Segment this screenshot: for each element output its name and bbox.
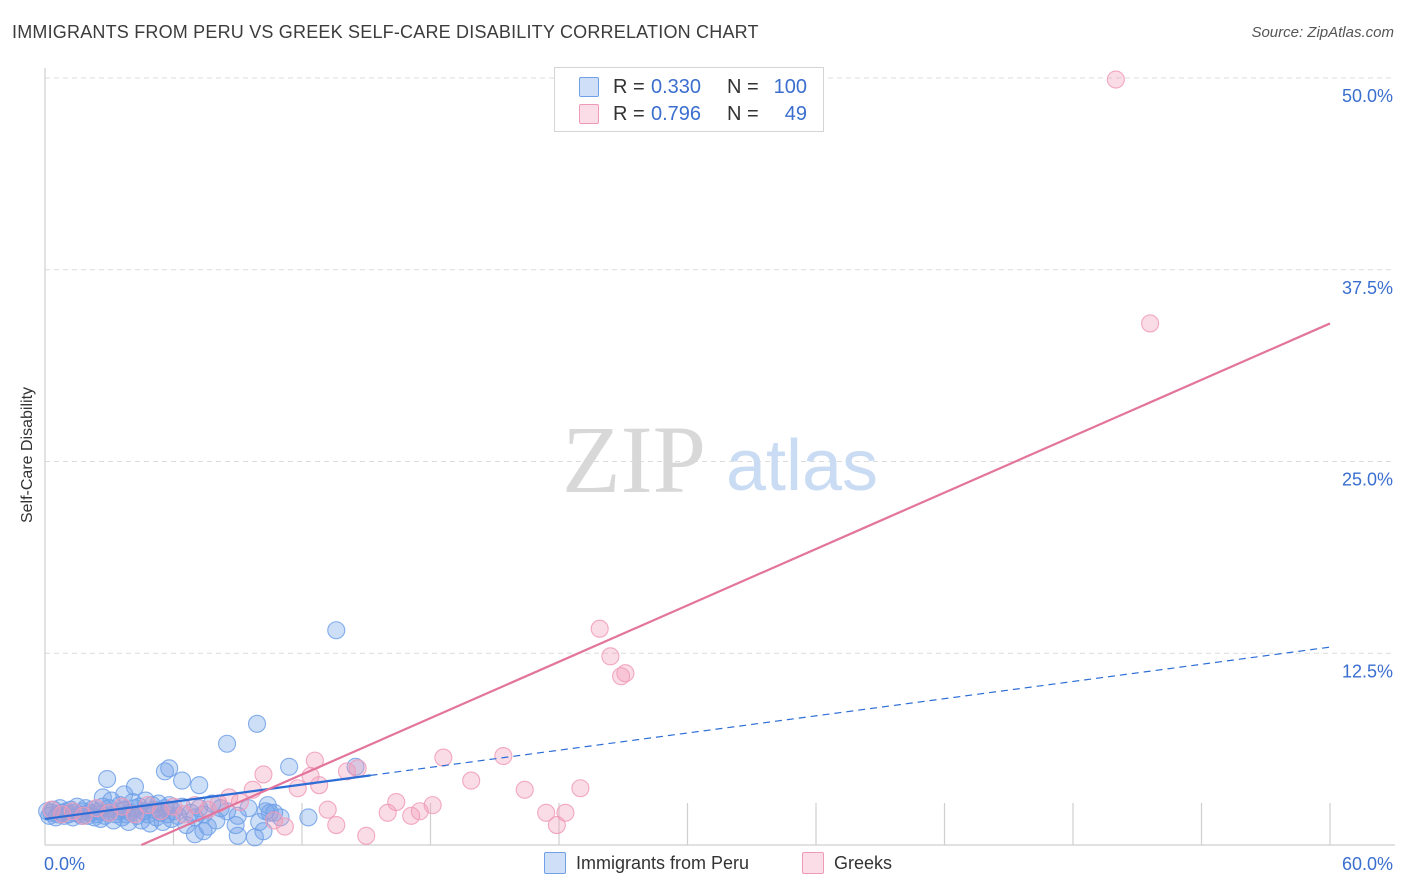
legend-label-peru: Immigrants from Peru	[576, 852, 750, 873]
y-tick-label: 25.0%	[1342, 470, 1393, 490]
data-point	[93, 788, 112, 807]
n-label: N =	[727, 75, 759, 98]
data-point	[190, 776, 209, 795]
data-point	[616, 664, 635, 683]
legend-label-greeks: Greeks	[834, 852, 893, 873]
stats-swatch-greeks	[579, 104, 599, 124]
data-point	[494, 746, 513, 766]
r-label: R =	[613, 75, 645, 98]
data-point	[601, 647, 620, 666]
data-point	[357, 826, 376, 845]
data-point	[462, 771, 481, 790]
data-point	[337, 762, 357, 781]
trend-lines	[44, 322, 1331, 847]
data-point	[327, 621, 346, 640]
data-point	[590, 619, 609, 638]
x-tick-label: 60.0%	[1342, 854, 1393, 874]
stats-box: R = 0.330 N = 100 R = 0.796 N = 49	[554, 67, 824, 132]
data-point	[194, 822, 213, 841]
trend-line-peru	[44, 774, 371, 821]
n-value: 49	[784, 102, 807, 125]
data-point	[1141, 314, 1160, 333]
data-point	[173, 771, 192, 790]
data-point	[1106, 70, 1125, 89]
source-credit: Source: ZipAtlas.com	[1251, 24, 1394, 41]
data-point	[125, 777, 144, 796]
data-point	[515, 780, 534, 799]
trend-line-peru-extended	[370, 646, 1331, 776]
gridlines	[45, 77, 1395, 654]
r-label: R =	[613, 102, 645, 125]
data-point	[571, 779, 590, 798]
data-point	[547, 816, 566, 835]
r-value: 0.796	[651, 102, 702, 125]
data-point	[228, 826, 247, 845]
stats-row-greeks: R = 0.796 N = 49	[579, 102, 807, 126]
data-point	[53, 805, 72, 824]
data-point	[310, 776, 329, 795]
y-tick-label: 37.5%	[1342, 278, 1393, 298]
x-tick-label: 0.0%	[44, 854, 85, 874]
y-tick-label: 12.5%	[1342, 661, 1393, 681]
legend: Immigrants from Peru Greeks	[0, 852, 1406, 876]
watermark-atlas: atlas	[726, 426, 878, 506]
watermark-zip: ZIP	[562, 406, 706, 513]
data-point	[265, 803, 284, 822]
data-point	[423, 796, 442, 815]
data-point	[226, 816, 245, 835]
n-value: 100	[773, 75, 807, 98]
legend-swatch-peru	[544, 852, 566, 874]
chart-title: IMMIGRANTS FROM PERU VS GREEK SELF-CARE …	[12, 22, 759, 42]
data-point	[402, 806, 421, 825]
data-point	[275, 817, 294, 836]
series-greeks-points	[42, 70, 1160, 845]
data-point	[348, 759, 367, 778]
data-point	[247, 714, 267, 733]
legend-item-peru[interactable]: Immigrants from Peru	[544, 852, 749, 874]
legend-item-greeks[interactable]: Greeks	[802, 852, 892, 874]
data-point	[387, 792, 406, 812]
data-point	[299, 808, 318, 827]
data-point	[155, 762, 174, 781]
y-tick-label: 50.0%	[1342, 86, 1393, 106]
axes	[44, 68, 1395, 846]
data-point	[434, 748, 453, 767]
data-point	[318, 800, 337, 819]
data-point	[98, 769, 117, 789]
trend-line-greeks	[140, 322, 1331, 847]
stats-row-peru: R = 0.330 N = 100	[579, 75, 807, 99]
data-point	[254, 822, 273, 841]
stats-swatch-peru	[579, 77, 599, 97]
tick-labels: 12.5% 25.0% 37.5% 50.0% 0.0% 60.0%	[44, 86, 1393, 874]
data-point	[254, 765, 273, 784]
legend-swatch-greeks	[802, 852, 824, 874]
r-value: 0.330	[651, 75, 702, 98]
data-point	[280, 757, 299, 776]
n-label: N =	[727, 102, 759, 125]
data-point	[327, 816, 346, 835]
data-point	[217, 734, 237, 753]
data-point	[288, 779, 307, 798]
data-point	[265, 811, 284, 830]
data-point	[537, 803, 556, 822]
data-point	[556, 803, 575, 822]
